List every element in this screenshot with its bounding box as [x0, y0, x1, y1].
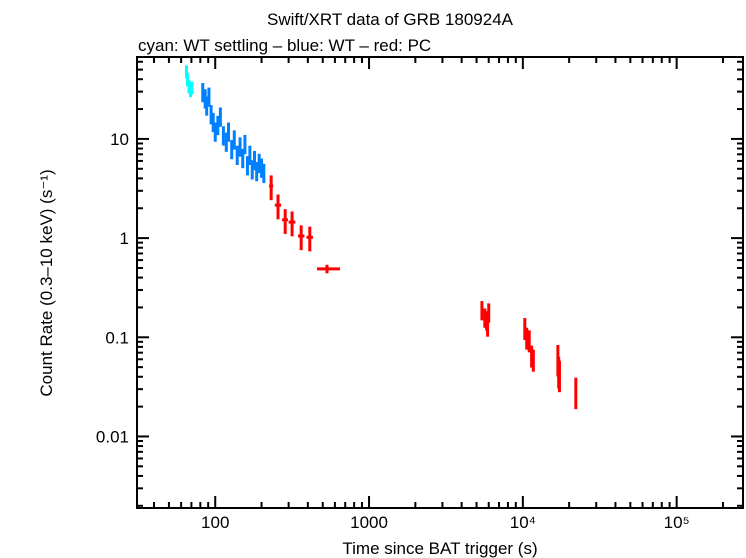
- data-point-wt: [213, 122, 217, 142]
- data-point-pc: [527, 330, 531, 353]
- data-point-pc: [525, 327, 529, 350]
- data-point-wt: [216, 115, 220, 136]
- data-point-pc: [486, 317, 490, 337]
- chart-subtitle: cyan: WT settling – blue: WT – red: PC: [138, 36, 431, 55]
- data-point-wt-settling: [185, 73, 189, 87]
- x-tick-label: 10⁵: [664, 513, 690, 532]
- data-point-wt: [238, 137, 242, 157]
- data-point-pc: [306, 226, 313, 252]
- y-axis-label: Count Rate (0.3–10 keV) (s⁻¹): [37, 169, 56, 396]
- data-point-wt: [218, 107, 222, 127]
- data-point-wt: [201, 83, 205, 103]
- y-tick-label: 10: [110, 130, 129, 149]
- data-point-pc: [274, 194, 282, 220]
- y-tick-label: 1: [120, 229, 129, 248]
- data-point-pc: [282, 209, 288, 234]
- data-point-wt: [243, 134, 247, 155]
- data-point-pc: [483, 308, 487, 328]
- plot-frame: [136, 56, 744, 509]
- y-tick-label: 0.01: [96, 427, 129, 446]
- x-tick-label: 1000: [350, 513, 388, 532]
- data-point-wt: [245, 156, 249, 176]
- data-point-wt: [241, 148, 245, 169]
- data-point-wt: [221, 126, 225, 146]
- data-point-pc: [480, 301, 484, 321]
- y-tick-label: 0.1: [105, 328, 129, 347]
- chart-title: Swift/XRT data of GRB 180924A: [267, 10, 514, 29]
- data-point-wt: [227, 122, 231, 142]
- data-point-pc: [531, 349, 535, 372]
- data-point-wt: [252, 150, 256, 171]
- data-point-pc: [317, 264, 340, 274]
- data-point-pc: [557, 360, 561, 393]
- data-point-wt: [205, 96, 209, 116]
- x-axis-label: Time since BAT trigger (s): [342, 539, 537, 558]
- data-point-wt: [230, 139, 234, 160]
- data-point-wt: [235, 145, 239, 165]
- x-tick-label: 100: [201, 513, 229, 532]
- data-point-wt: [262, 163, 266, 184]
- data-point-wt: [250, 160, 254, 180]
- data-point-pc: [297, 225, 305, 251]
- data-point-wt: [224, 132, 228, 152]
- data-point-wt: [260, 158, 264, 178]
- data-point-wt: [255, 161, 259, 182]
- data-point-wt: [248, 145, 252, 165]
- data-point-pc: [288, 211, 296, 237]
- data-point-wt: [211, 112, 215, 133]
- data-point-pc: [269, 175, 274, 201]
- data-point-wt: [207, 87, 211, 107]
- x-tick-label: 10⁴: [510, 513, 536, 532]
- data-point-wt-settling: [190, 81, 194, 95]
- data-point-pc: [574, 377, 578, 410]
- data-point-wt: [257, 153, 261, 174]
- data-point-wt: [232, 130, 236, 150]
